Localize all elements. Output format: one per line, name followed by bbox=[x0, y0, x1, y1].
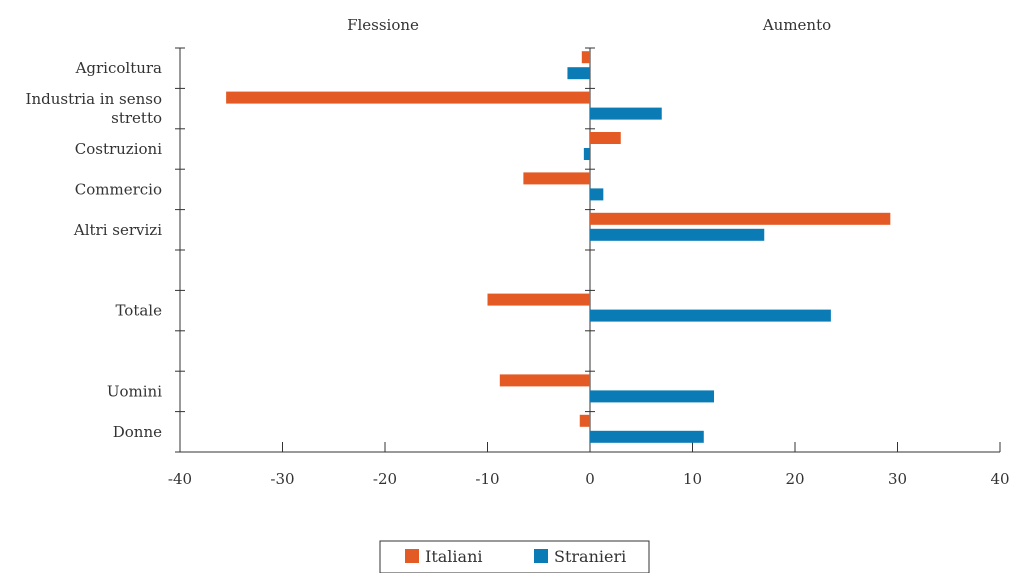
bar-stranieri bbox=[590, 390, 715, 403]
category-label: Costruzioni bbox=[75, 140, 162, 158]
bar-stranieri bbox=[590, 228, 765, 241]
bar-italiani bbox=[581, 51, 590, 64]
x-tick-label: 10 bbox=[683, 470, 702, 488]
bar-stranieri bbox=[590, 188, 604, 201]
x-tick-label: -10 bbox=[475, 470, 499, 488]
x-tick-label: 30 bbox=[888, 470, 907, 488]
x-tick-label: -20 bbox=[373, 470, 397, 488]
header-right: Aumento bbox=[762, 16, 831, 34]
chart-headers: Flessione Aumento bbox=[347, 16, 831, 34]
bar-stranieri bbox=[567, 67, 590, 80]
x-tick-label: -40 bbox=[168, 470, 192, 488]
legend-swatch-italiani bbox=[405, 549, 419, 563]
category-label: Agricoltura bbox=[75, 59, 162, 77]
header-left: Flessione bbox=[347, 16, 419, 34]
chart-axes: -40 -30 -20 -10 0 10 20 30 40 bbox=[168, 47, 1010, 488]
bar-italiani bbox=[499, 374, 590, 387]
bar-stranieri bbox=[590, 107, 662, 120]
category-label: Totale bbox=[115, 302, 162, 320]
x-tick-label: 20 bbox=[785, 470, 804, 488]
bar-italiani bbox=[590, 212, 891, 225]
category-label: Uomini bbox=[107, 382, 162, 400]
category-label: Commercio bbox=[75, 180, 162, 198]
bar-stranieri bbox=[590, 430, 704, 443]
category-label: stretto bbox=[111, 109, 162, 127]
legend-box bbox=[379, 540, 650, 573]
category-label: Altri servizi bbox=[73, 221, 162, 239]
bar-italiani bbox=[226, 91, 590, 104]
x-tick-label: 0 bbox=[585, 470, 595, 488]
legend-label-stranieri: Stranieri bbox=[554, 547, 626, 566]
category-label: Donne bbox=[113, 423, 162, 441]
x-tick-label: 40 bbox=[990, 470, 1009, 488]
bar-italiani bbox=[487, 293, 590, 306]
chart-legend: Italiani Stranieri bbox=[379, 540, 650, 573]
chart-bars bbox=[226, 51, 891, 443]
bar-italiani bbox=[590, 132, 621, 144]
bar-italiani bbox=[579, 414, 590, 427]
bar-italiani bbox=[523, 172, 590, 185]
x-tick-label: -30 bbox=[270, 470, 294, 488]
legend-swatch-stranieri bbox=[534, 549, 548, 563]
category-label: Industria in senso bbox=[26, 90, 162, 108]
bar-stranieri bbox=[590, 309, 831, 322]
legend-label-italiani: Italiani bbox=[425, 547, 482, 566]
bar-stranieri bbox=[583, 148, 590, 160]
